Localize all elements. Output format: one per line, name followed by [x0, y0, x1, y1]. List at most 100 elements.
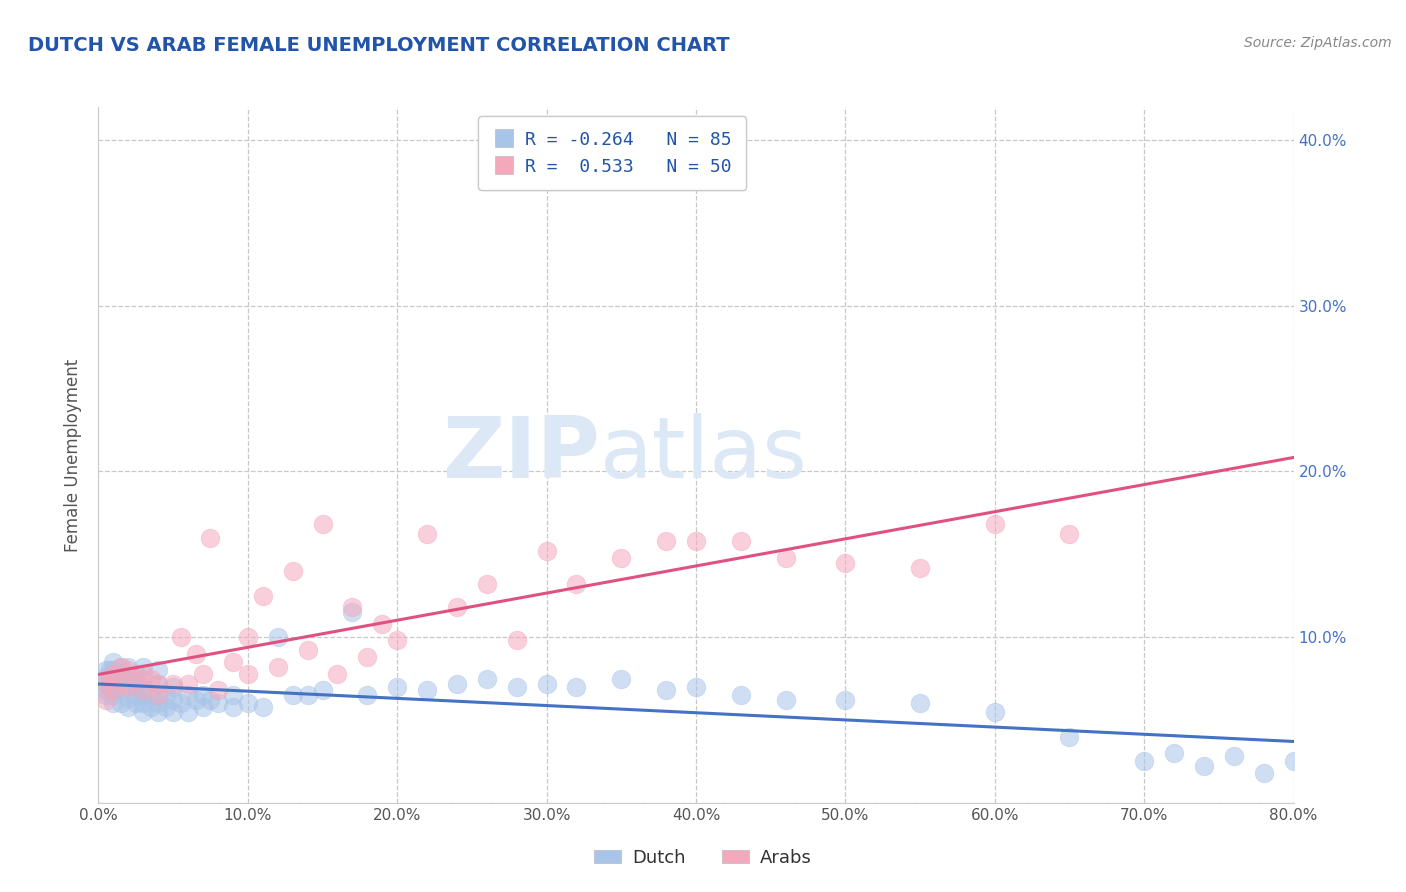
Point: [100, 663, 122, 677]
Point: [125, 697, 148, 711]
Y-axis label: Female Unemployment: Female Unemployment: [65, 359, 83, 551]
Point: [103, 680, 125, 694]
Point: [117, 663, 139, 677]
Point: [342, 605, 364, 619]
Point: [834, 556, 856, 570]
Point: [506, 680, 529, 694]
Point: [103, 663, 125, 677]
Point: [730, 688, 752, 702]
Point: [117, 680, 139, 694]
Point: [908, 697, 931, 711]
Point: [1133, 755, 1156, 769]
Point: [132, 683, 155, 698]
Point: [103, 697, 125, 711]
Point: [110, 660, 132, 674]
Point: [100, 672, 122, 686]
Point: [984, 705, 1007, 719]
Point: [565, 680, 588, 694]
Point: [207, 683, 229, 698]
Point: [94, 688, 117, 702]
Point: [148, 697, 170, 711]
Point: [984, 517, 1007, 532]
Text: DUTCH VS ARAB FEMALE UNEMPLOYMENT CORRELATION CHART: DUTCH VS ARAB FEMALE UNEMPLOYMENT CORREL…: [28, 36, 730, 54]
Point: [356, 688, 378, 702]
Point: [1192, 759, 1215, 773]
Point: [236, 666, 259, 681]
Point: [610, 672, 633, 686]
Point: [177, 688, 200, 702]
Point: [236, 697, 259, 711]
Point: [297, 643, 319, 657]
Point: [132, 660, 155, 674]
Point: [565, 577, 588, 591]
Point: [162, 680, 184, 694]
Point: [371, 616, 394, 631]
Point: [536, 676, 558, 690]
Point: [103, 683, 125, 698]
Point: [1059, 527, 1081, 541]
Point: [139, 688, 162, 702]
Point: [110, 683, 132, 698]
Point: [252, 699, 274, 714]
Point: [169, 630, 191, 644]
Point: [148, 705, 170, 719]
Point: [222, 655, 245, 669]
Point: [132, 705, 155, 719]
Point: [103, 666, 125, 681]
Point: [200, 531, 222, 545]
Point: [132, 666, 155, 681]
Point: [297, 688, 319, 702]
Point: [110, 660, 132, 674]
Point: [311, 517, 333, 532]
Point: [177, 705, 200, 719]
Point: [100, 680, 122, 694]
Point: [125, 672, 148, 686]
Point: [103, 655, 125, 669]
Point: [117, 699, 139, 714]
Point: [207, 697, 229, 711]
Point: [162, 676, 184, 690]
Point: [155, 699, 177, 714]
Point: [222, 688, 245, 702]
Point: [326, 666, 349, 681]
Point: [200, 693, 222, 707]
Point: [110, 676, 132, 690]
Point: [908, 560, 931, 574]
Point: [1223, 749, 1246, 764]
Point: [177, 676, 200, 690]
Point: [446, 676, 468, 690]
Point: [506, 633, 529, 648]
Point: [342, 600, 364, 615]
Point: [416, 527, 439, 541]
Legend: Dutch, Arabs: Dutch, Arabs: [588, 842, 818, 874]
Point: [685, 534, 707, 549]
Point: [475, 672, 498, 686]
Point: [148, 676, 170, 690]
Point: [655, 534, 678, 549]
Point: [1059, 730, 1081, 744]
Point: [117, 670, 139, 684]
Point: [730, 534, 752, 549]
Point: [110, 697, 132, 711]
Point: [103, 688, 125, 702]
Point: [1253, 766, 1275, 780]
Point: [311, 683, 333, 698]
Point: [356, 650, 378, 665]
Point: [139, 672, 162, 686]
Point: [117, 660, 139, 674]
Point: [94, 670, 117, 684]
Point: [125, 666, 148, 681]
Point: [775, 693, 797, 707]
Point: [94, 683, 117, 698]
Text: atlas: atlas: [600, 413, 808, 497]
Point: [281, 564, 304, 578]
Point: [385, 633, 409, 648]
Point: [281, 688, 304, 702]
Point: [94, 663, 117, 677]
Point: [1163, 746, 1185, 760]
Point: [446, 600, 468, 615]
Point: [1282, 755, 1305, 769]
Point: [834, 693, 856, 707]
Point: [103, 672, 125, 686]
Point: [191, 688, 214, 702]
